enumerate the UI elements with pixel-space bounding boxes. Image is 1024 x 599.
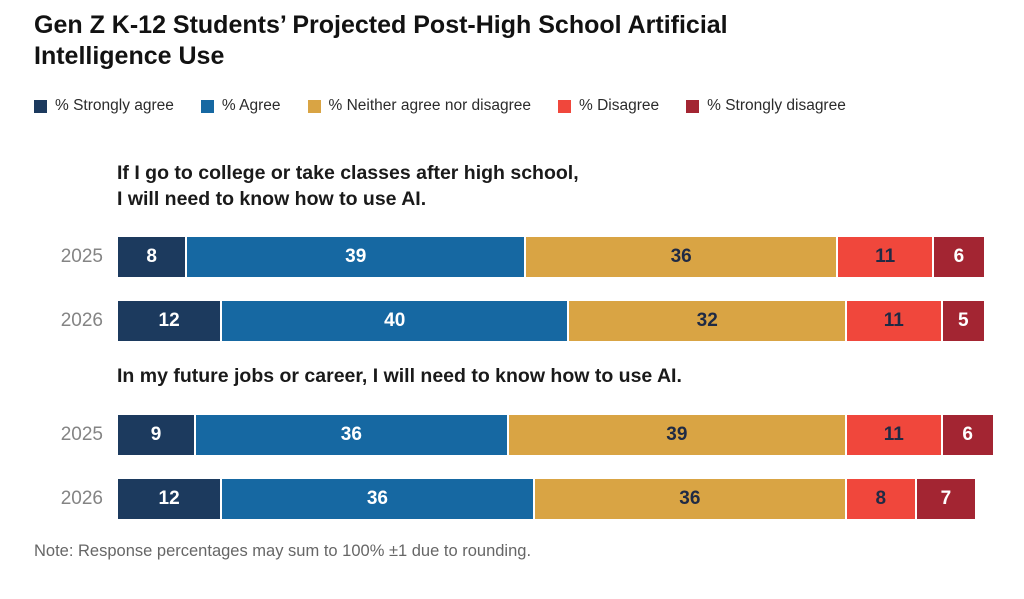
legend-swatch-disagree [558,99,571,113]
bar-segment-strongly-agree: 9 [117,414,196,457]
legend-swatch-neither [307,99,321,113]
legend-label-disagree: % Disagree [579,97,660,114]
stacked-bar: 9 36 39 11 6 [117,414,994,457]
legend-item-strongly-agree: % Strongly agree [34,97,174,115]
bar-segment-agree: 36 [221,478,534,521]
year-label: 2026 [60,488,103,510]
stacked-bar: 12 36 36 8 7 [117,478,977,521]
bar-segment-agree: 36 [195,414,508,457]
chart-legend: % Strongly agree % Agree % Neither agree n… [34,97,990,115]
legend-item-neither: % Neither agree nor disagree [307,97,531,115]
legend-item-disagree: % Disagree [558,97,659,115]
stacked-bar: 12 40 32 11 5 [117,300,985,343]
legend-swatch-strongly-disagree [686,99,700,113]
bar-segment-strongly-disagree: 6 [932,236,985,279]
bar-segment-neither: 32 [568,300,847,343]
question-title: If I go to college or take classes after… [117,162,579,210]
year-label: 2025 [60,424,103,446]
legend-label-agree: % Agree [221,97,281,114]
bar-segment-neither: 39 [507,414,847,457]
bar-segment-strongly-agree: 12 [117,300,222,343]
bar-segment-strongly-disagree: 6 [941,414,994,457]
year-label: 2026 [60,310,103,332]
year-label: 2025 [60,246,103,268]
legend-label-strongly-disagree: % Strongly disagree [707,97,846,114]
bar-segment-strongly-agree: 12 [117,478,222,521]
bar-row: 2025 8 39 36 11 6 [34,236,990,279]
bar-segment-disagree: 11 [846,300,942,343]
bar-segment-strongly-disagree: 5 [941,300,985,343]
stacked-bar: 8 39 36 11 6 [117,236,985,279]
chart-group: If I go to college or take classes after… [34,161,990,343]
chart-title: Gen Z K-12 Students’ Projected Post-High… [34,11,728,70]
question-title: In my future jobs or career, I will need… [117,365,682,388]
legend-label-strongly-agree: % Strongly agree [55,97,174,114]
bar-segment-neither: 36 [533,478,847,521]
bar-segment-strongly-agree: 8 [117,236,187,279]
bar-segment-neither: 36 [524,236,838,279]
bar-segment-agree: 39 [186,236,525,279]
bar-row: 2026 12 40 32 11 5 [34,300,990,343]
chart-groups: If I go to college or take classes after… [34,161,994,521]
bar-row: 2026 12 36 36 8 7 [34,478,990,521]
bar-segment-disagree: 11 [837,236,933,279]
bar-segment-agree: 40 [221,300,569,343]
chart-page: Gen Z K-12 Students’ Projected Post-High… [34,11,994,561]
legend-swatch-agree [200,99,214,113]
bar-row: 2025 9 36 39 11 6 [34,414,994,457]
bar-segment-strongly-disagree: 7 [915,478,977,521]
chart-group: In my future jobs or career, I will need… [34,364,994,521]
legend-item-strongly-disagree: % Strongly disagree [686,97,846,115]
legend-swatch-strongly-agree [34,99,47,113]
bar-segment-disagree: 8 [846,478,916,521]
chart-note: Note: Response percentages may sum to 10… [34,542,532,561]
legend-item-agree: % Agree [200,97,281,115]
bar-segment-disagree: 11 [846,414,942,457]
legend-label-neither: % Neither agree nor disagree [328,97,531,114]
